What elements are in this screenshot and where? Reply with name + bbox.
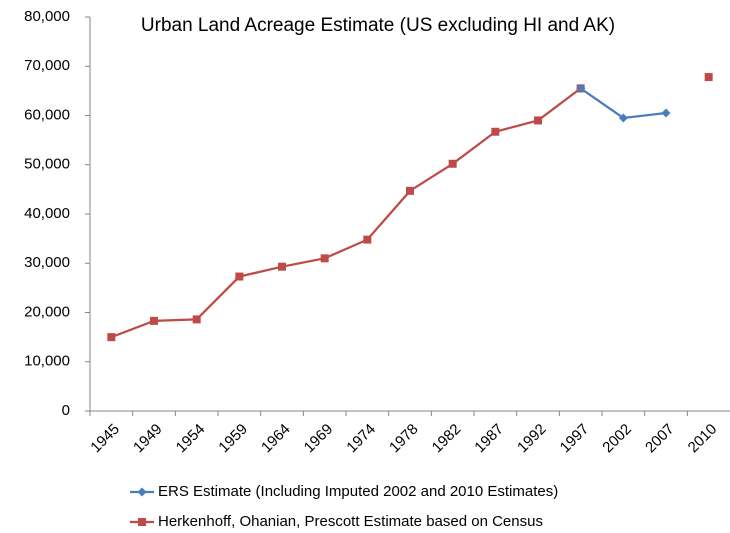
x-tick-label: 1997 — [557, 421, 593, 457]
y-tick-label: 10,000 — [24, 353, 70, 370]
marker — [363, 235, 372, 244]
series — [107, 73, 712, 341]
x-tick-label: 1969 — [301, 421, 337, 457]
x-tick-label: 1987 — [471, 421, 507, 457]
marker — [107, 333, 116, 342]
x-tick-label: 1978 — [386, 421, 422, 457]
y-tick-label: 30,000 — [24, 254, 70, 271]
marker — [278, 262, 286, 271]
legend-label: Herkenhoff, Ohanian, Prescott Estimate b… — [158, 513, 543, 530]
x-tick-label: 1954 — [173, 421, 209, 457]
y-tick-label: 70,000 — [24, 57, 70, 74]
marker — [320, 254, 329, 263]
marker — [491, 127, 500, 136]
marker — [704, 73, 713, 82]
x-tick-label: 1992 — [514, 421, 550, 457]
marker — [661, 108, 671, 118]
x-tick-label: 1959 — [215, 421, 251, 457]
y-tick-label: 80,000 — [24, 8, 70, 25]
marker — [576, 83, 586, 93]
x-tick-label: 1949 — [130, 421, 166, 457]
marker — [235, 272, 244, 281]
x-tick-label: 2010 — [685, 421, 721, 457]
y-tick-label: 40,000 — [24, 205, 70, 222]
x-tick-label: 2007 — [642, 421, 678, 457]
y-tick-label: 60,000 — [24, 106, 70, 123]
marker — [534, 116, 542, 125]
x-tick-label: 1945 — [87, 421, 123, 457]
legend-label: ERS Estimate (Including Imputed 2002 and… — [158, 483, 558, 500]
series — [576, 83, 671, 123]
y-tick-label: 50,000 — [24, 156, 70, 173]
marker — [192, 315, 201, 324]
legend-marker — [137, 487, 147, 497]
legend-marker — [138, 518, 146, 526]
y-tick-label: 20,000 — [24, 303, 70, 320]
marker — [150, 316, 158, 325]
chart-title: Urban Land Acreage Estimate (US excludin… — [141, 15, 615, 36]
x-tick-label: 2002 — [599, 421, 635, 457]
marker — [406, 186, 414, 195]
marker — [618, 113, 628, 123]
x-tick-label: 1974 — [343, 421, 379, 457]
x-tick-label: 1964 — [258, 421, 294, 457]
y-tick-label: 0 — [62, 402, 70, 419]
x-tick-label: 1982 — [429, 421, 465, 457]
marker — [448, 159, 457, 168]
